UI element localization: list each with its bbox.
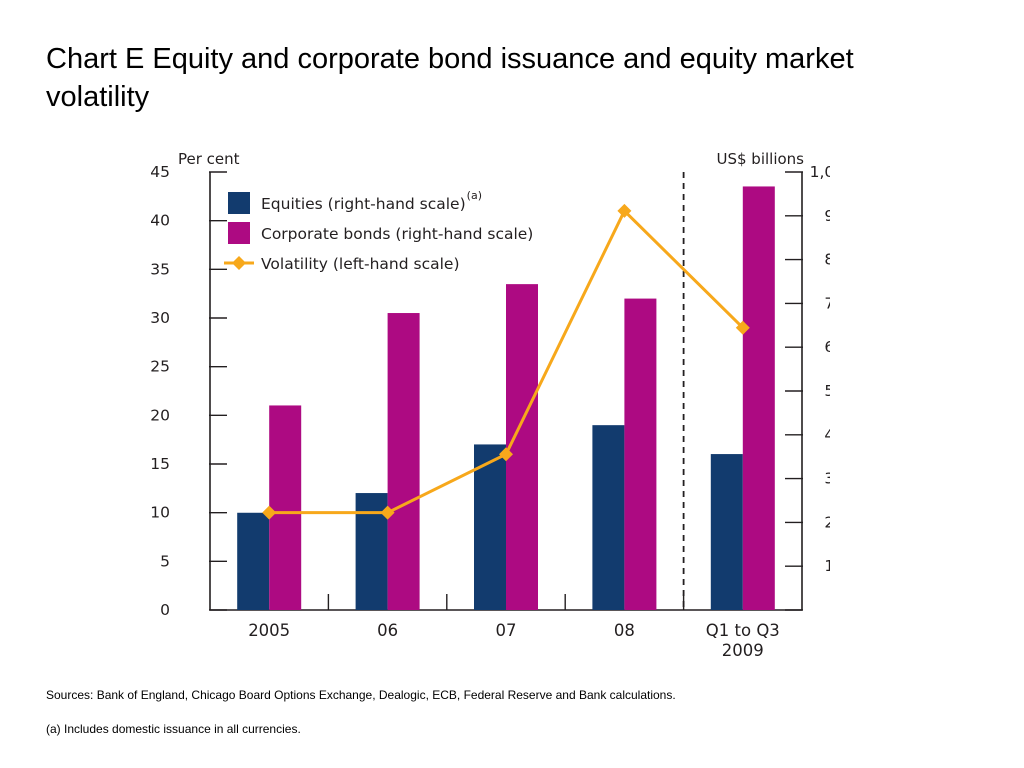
corporate-bonds-bar bbox=[624, 298, 657, 610]
left-axis-tick-label: 10 bbox=[150, 504, 170, 522]
right-axis-tick-label: 600 bbox=[824, 338, 830, 356]
left-axis-tick-label: 0 bbox=[160, 601, 170, 619]
footnotes: Sources: Bank of England, Chicago Board … bbox=[46, 688, 996, 756]
right-axis-tick-label: 400 bbox=[824, 426, 830, 444]
legend-note-a: (a) bbox=[467, 189, 482, 202]
corporate-bonds-bar bbox=[269, 405, 302, 610]
left-axis-tick-label: 45 bbox=[150, 163, 170, 181]
right-axis-unit-label: US$ billions bbox=[716, 150, 804, 168]
corporate-bonds-bar bbox=[387, 313, 420, 610]
volatility-point bbox=[735, 320, 750, 335]
x-axis-category-label: 08 bbox=[614, 621, 635, 640]
equities-bar bbox=[237, 512, 270, 610]
sources-note: Sources: Bank of England, Chicago Board … bbox=[46, 688, 676, 702]
x-axis-category-label: Q1 to Q3 bbox=[706, 621, 780, 640]
x-axis-category-label: 2009 bbox=[722, 641, 764, 660]
equities-bar bbox=[474, 444, 506, 610]
right-axis-tick-label: 1,000 bbox=[810, 163, 830, 181]
legend-swatch-corporate-bonds bbox=[228, 222, 250, 244]
left-axis-tick-label: 25 bbox=[150, 358, 170, 376]
right-axis-tick-label: 800 bbox=[824, 251, 830, 269]
x-axis-category-label: 06 bbox=[377, 621, 398, 640]
right-axis-tick-label: 900 bbox=[824, 207, 830, 225]
x-axis-category-label: 2005 bbox=[248, 621, 290, 640]
corporate-bonds-bar bbox=[742, 186, 775, 611]
legend-label-volatility: Volatility (left-hand scale) bbox=[261, 255, 460, 273]
equities-bar bbox=[592, 425, 625, 610]
corporate-bonds-bar bbox=[506, 284, 538, 610]
right-axis-tick-label: 700 bbox=[824, 294, 830, 312]
volatility-point bbox=[262, 505, 277, 520]
left-axis-tick-label: 20 bbox=[150, 406, 170, 424]
equities-bar bbox=[710, 454, 743, 610]
right-axis-tick-label: 200 bbox=[824, 513, 830, 531]
left-axis-tick-label: 40 bbox=[150, 212, 170, 230]
chart-area: 0510152025303540450100200300400500600700… bbox=[130, 140, 830, 680]
legend-label-corporate-bonds: Corporate bonds (right-hand scale) bbox=[261, 225, 533, 243]
volatility-point bbox=[617, 203, 632, 218]
right-axis-tick-label: 100 bbox=[824, 557, 830, 575]
right-axis-tick-label: 300 bbox=[824, 470, 830, 488]
left-axis-tick-label: 5 bbox=[160, 552, 170, 570]
footnote-a: (a) Includes domestic issuance in all cu… bbox=[46, 722, 301, 736]
volatility-point bbox=[499, 447, 513, 462]
volatility-point bbox=[380, 505, 395, 520]
legend-label-equities: Equities (right-hand scale) bbox=[261, 195, 466, 213]
legend-swatch-volatility-marker bbox=[232, 256, 246, 270]
left-axis-unit-label: Per cent bbox=[178, 150, 240, 168]
chart-svg: 0510152025303540450100200300400500600700… bbox=[150, 150, 830, 660]
right-axis-tick-label: 500 bbox=[824, 382, 830, 400]
chart-title: Chart E Equity and corporate bond issuan… bbox=[46, 43, 854, 113]
legend-swatch-equities bbox=[228, 192, 250, 214]
left-axis-tick-label: 15 bbox=[150, 455, 170, 473]
left-axis-tick-label: 30 bbox=[150, 309, 170, 327]
x-axis-category-label: 07 bbox=[496, 621, 517, 640]
left-axis-tick-label: 35 bbox=[150, 260, 170, 278]
